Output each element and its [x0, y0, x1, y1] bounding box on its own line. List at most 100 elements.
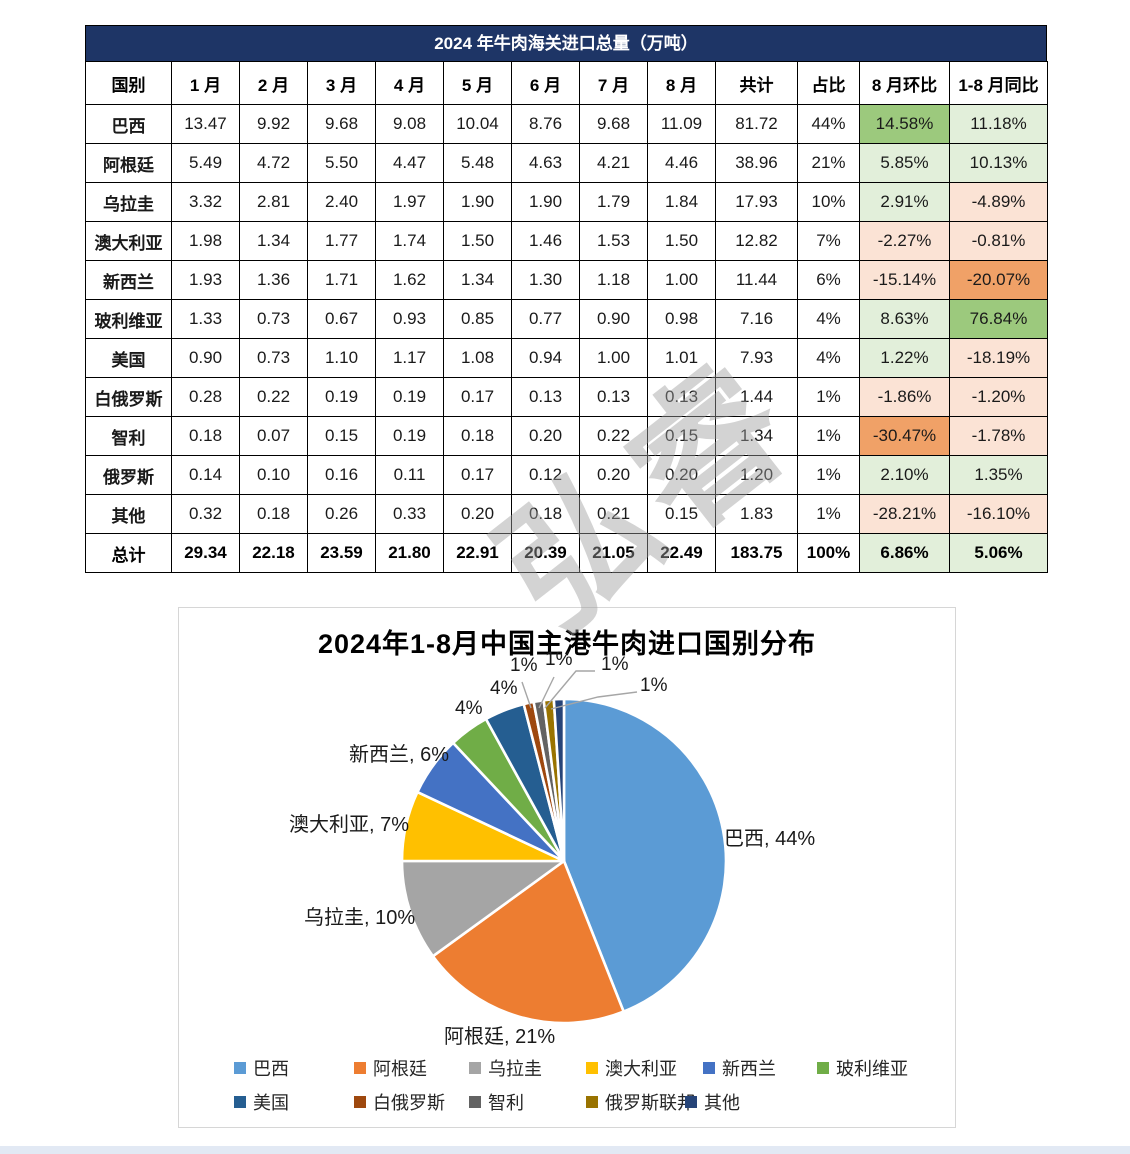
table-cell: -4.89%	[949, 182, 1048, 222]
table-cell: 1.18	[579, 260, 648, 300]
table-cell: 4%	[797, 338, 860, 378]
table-cell: 0.15	[307, 416, 376, 456]
legend-label: 新西兰	[722, 1059, 776, 1079]
table-cell: 14.58%	[859, 104, 950, 144]
table-cell: -20.07%	[949, 260, 1048, 300]
legend-label: 其他	[704, 1093, 740, 1113]
table-cell: 38.96	[715, 143, 798, 183]
table-cell: 8.76	[511, 104, 580, 144]
table-cell: 1.36	[239, 260, 308, 300]
table-cell: 6.86%	[859, 533, 950, 573]
table-cell: 100%	[797, 533, 860, 573]
table-cell: 0.32	[171, 494, 240, 534]
table-cell: 1%	[797, 416, 860, 456]
table-cell: 12.82	[715, 221, 798, 261]
table-cell: 11.18%	[949, 104, 1048, 144]
legend-label: 俄罗斯联邦	[605, 1093, 695, 1113]
table-cell: 1.74	[375, 221, 444, 261]
column-header: 5 月	[443, 61, 512, 105]
table-cell: 2.10%	[859, 455, 950, 495]
legend-label: 白俄罗斯	[373, 1093, 445, 1113]
table-cell: -15.14%	[859, 260, 950, 300]
legend-label: 乌拉圭	[488, 1059, 542, 1079]
row-country: 乌拉圭	[85, 182, 172, 222]
table-cell: 7.16	[715, 299, 798, 339]
table-row: 阿根廷 5.49 4.72 5.50 4.47 5.48 4.63 4.21 4.46 38.96…	[85, 143, 1048, 183]
table-cell: 44%	[797, 104, 860, 144]
row-country: 新西兰	[85, 260, 172, 300]
table-row: 其他 0.32 0.18 0.26 0.33 0.20 0.18 0.21 0.15 1.83 1%…	[85, 494, 1048, 534]
table-row: 智利 0.18 0.07 0.15 0.19 0.18 0.20 0.22 0.15 1.34 1%…	[85, 416, 1048, 456]
pie-label-阿根廷: 阿根廷, 21%	[444, 1026, 556, 1048]
pie-chart	[400, 670, 728, 1025]
table-cell: 4%	[797, 299, 860, 339]
legend-swatch-icon	[354, 1096, 366, 1108]
pie-label-白俄罗斯: 1%	[510, 655, 538, 676]
table-cell: 1.83	[715, 494, 798, 534]
table-cell: 4.63	[511, 143, 580, 183]
legend-item-玻利维亚: 玻利维亚	[817, 1058, 908, 1079]
legend-label: 玻利维亚	[836, 1059, 908, 1079]
table-cell: 17.93	[715, 182, 798, 222]
table-row: 美国 0.90 0.73 1.10 1.17 1.08 0.94 1.00 1.01 7.93 4%…	[85, 338, 1048, 378]
legend-label: 巴西	[253, 1059, 289, 1079]
table-cell: 1.62	[375, 260, 444, 300]
legend-swatch-icon	[703, 1062, 715, 1074]
table-cell: 5.06%	[949, 533, 1048, 573]
table-total-row: 总计 29.34 22.18 23.59 21.80 22.91 20.39 21.05 22.…	[85, 533, 1048, 573]
column-header: 7 月	[579, 61, 648, 105]
table-cell: 1.34	[239, 221, 308, 261]
legend-item-阿根廷: 阿根廷	[354, 1058, 427, 1079]
table-cell: 0.98	[647, 299, 716, 339]
table-cell: -18.19%	[949, 338, 1048, 378]
table-cell: 1.50	[647, 221, 716, 261]
leader-line	[521, 681, 532, 709]
table-cell: 4.21	[579, 143, 648, 183]
legend-item-新西兰: 新西兰	[703, 1058, 776, 1079]
table-cell: 1.17	[375, 338, 444, 378]
table-cell: 76.84%	[949, 299, 1048, 339]
table-cell: 0.20	[511, 416, 580, 456]
table-cell: 1.00	[647, 260, 716, 300]
table-cell: -16.10%	[949, 494, 1048, 534]
column-header: 6 月	[511, 61, 580, 105]
table-cell: 0.21	[579, 494, 648, 534]
pie-chart-panel: 2024年1-8月中国主港牛肉进口国别分布 巴西, 44% 阿根廷, 21% 乌拉圭…	[178, 607, 956, 1128]
table-cell: 1.22%	[859, 338, 950, 378]
table-cell: 0.10	[239, 455, 308, 495]
table-cell: 1.46	[511, 221, 580, 261]
pie-slice-阿根廷	[431, 859, 625, 1025]
table-cell: 1.79	[579, 182, 648, 222]
table-row: 澳大利亚 1.98 1.34 1.77 1.74 1.50 1.46 1.53 1.50 12.8…	[85, 221, 1048, 261]
row-country: 俄罗斯	[85, 455, 172, 495]
table-cell: -1.86%	[859, 377, 950, 417]
table-cell: 11.09	[647, 104, 716, 144]
column-header: 1 月	[171, 61, 240, 105]
table-cell: 3.32	[171, 182, 240, 222]
table-cell: 0.13	[579, 377, 648, 417]
table-cell: 0.26	[307, 494, 376, 534]
legend-swatch-icon	[469, 1096, 481, 1108]
table-cell: 0.14	[171, 455, 240, 495]
table-cell: 10.04	[443, 104, 512, 144]
table-cell: -2.27%	[859, 221, 950, 261]
table-cell: 1.93	[171, 260, 240, 300]
pie-label-美国: 4%	[490, 678, 518, 699]
table-cell: 0.13	[511, 377, 580, 417]
table-row: 新西兰 1.93 1.36 1.71 1.62 1.34 1.30 1.18 1.00 11.44…	[85, 260, 1048, 300]
table-cell: 0.18	[511, 494, 580, 534]
row-country: 总计	[85, 533, 172, 573]
legend-swatch-icon	[469, 1062, 481, 1074]
table-cell: 1.01	[647, 338, 716, 378]
table-cell: 1.71	[307, 260, 376, 300]
table-cell: 8.63%	[859, 299, 950, 339]
leader-line	[550, 691, 638, 710]
table-cell: 1.97	[375, 182, 444, 222]
table-cell: 22.91	[443, 533, 512, 573]
legend-item-美国: 美国	[234, 1092, 289, 1113]
table-cell: 0.18	[443, 416, 512, 456]
legend-item-巴西: 巴西	[234, 1058, 289, 1079]
pie-label-智利: 1%	[545, 649, 573, 670]
